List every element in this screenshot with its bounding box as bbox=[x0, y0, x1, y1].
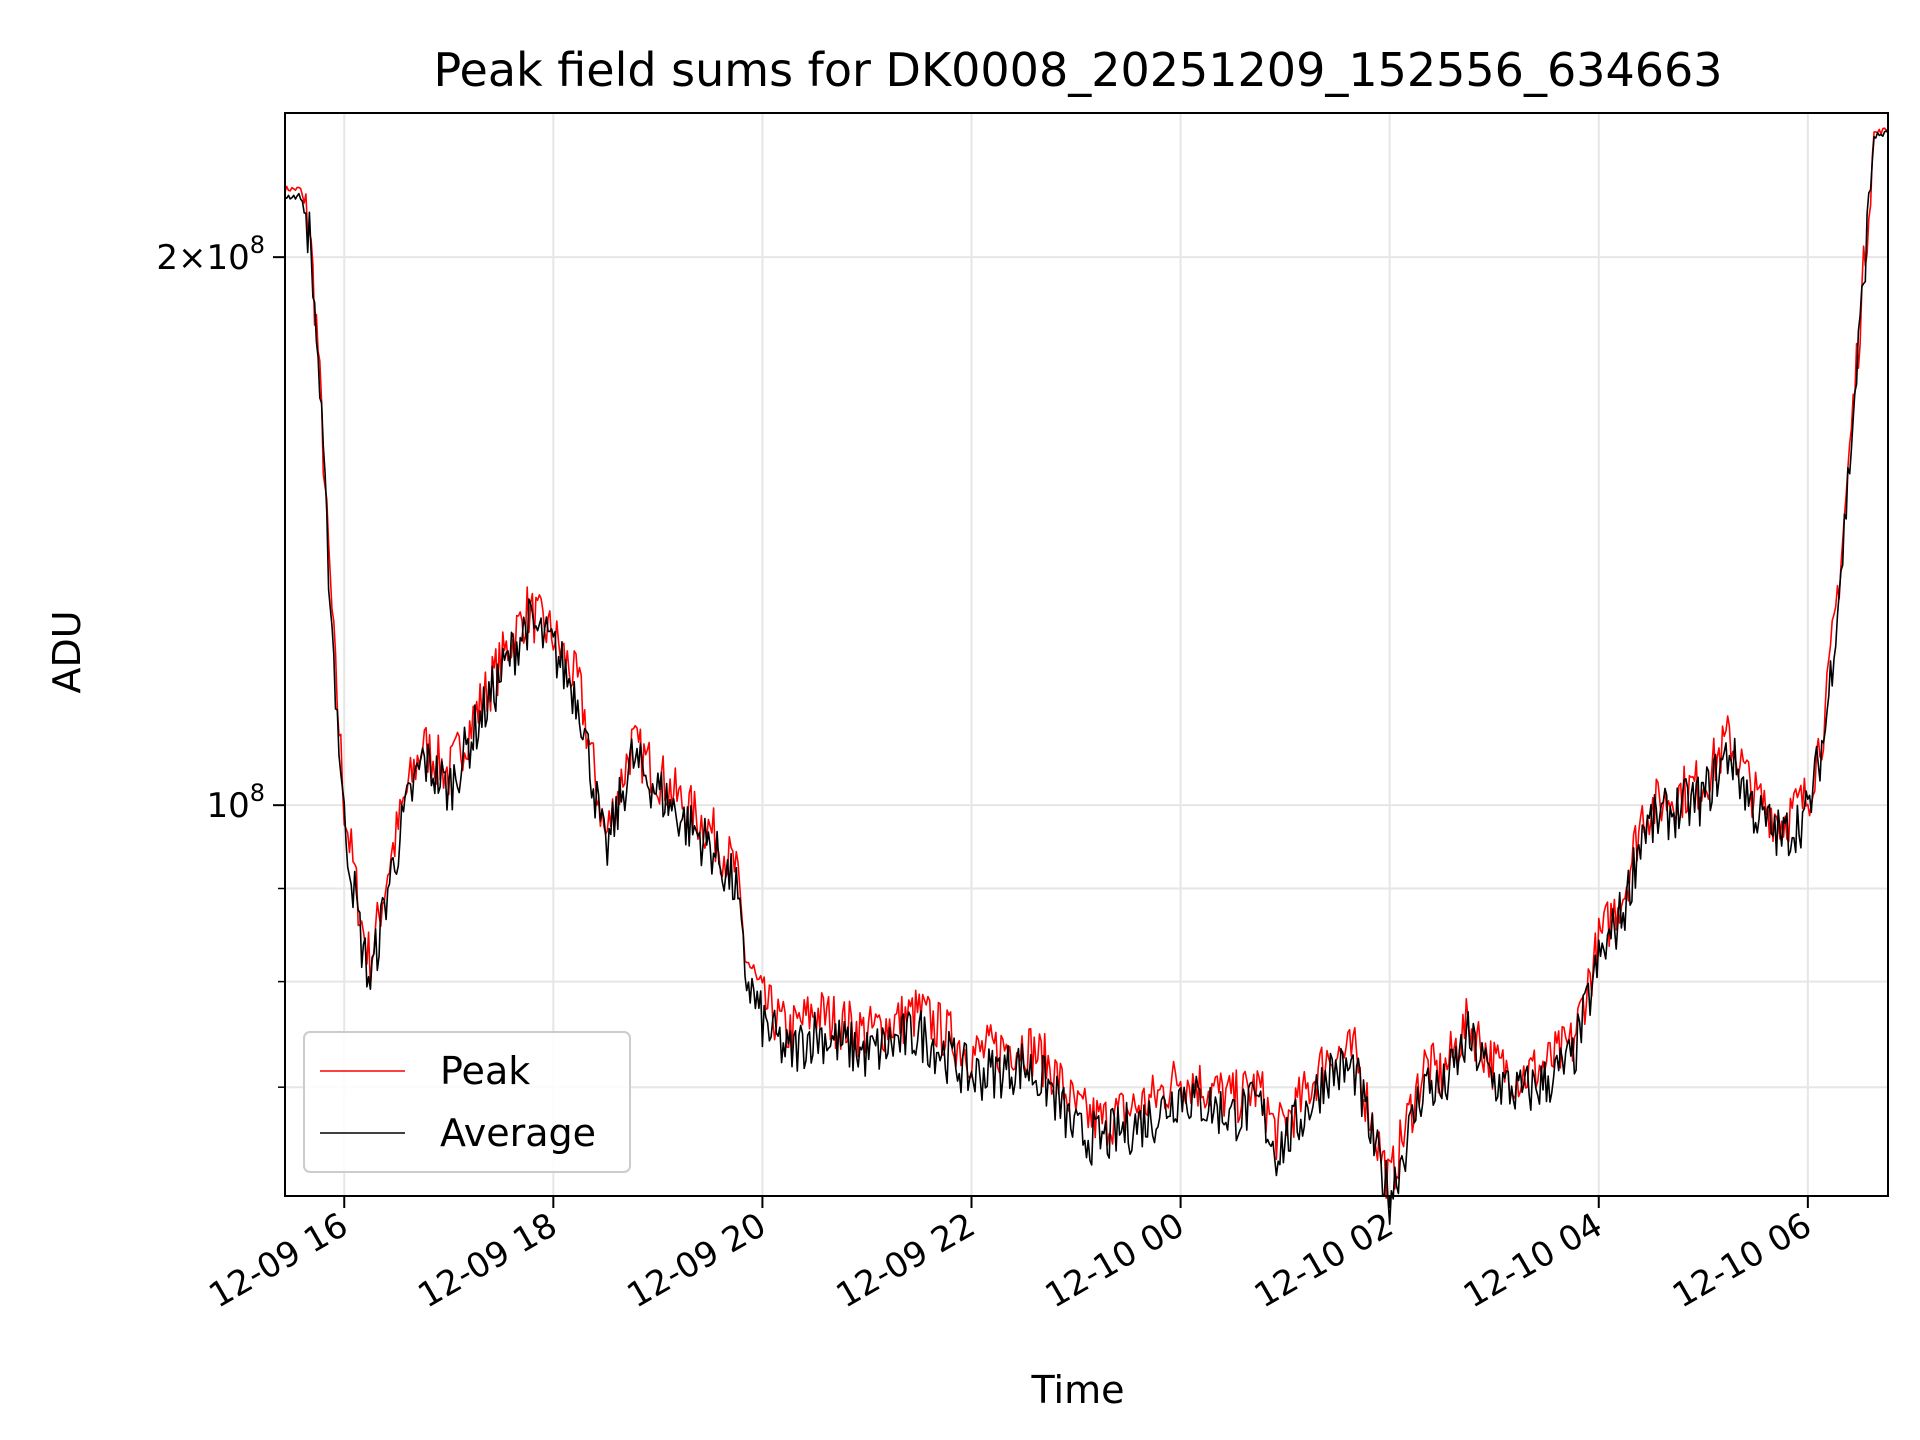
series-line-average bbox=[284, 130, 1889, 1225]
legend-label-peak: Peak bbox=[440, 1049, 530, 1093]
y-tick-base: 10 bbox=[206, 786, 249, 826]
plot-frame bbox=[284, 112, 1889, 1197]
series-lines bbox=[284, 127, 1889, 1225]
y-tick-label: 2×108 bbox=[156, 231, 265, 278]
y-tick-label: 108 bbox=[206, 779, 265, 826]
x-axis-label: Time bbox=[1031, 1368, 1125, 1412]
legend-label-average: Average bbox=[440, 1111, 596, 1155]
chart-title: Peak field sums for DK0008_20251209_1525… bbox=[433, 43, 1722, 97]
y-tick-exponent: 8 bbox=[250, 779, 265, 807]
y-tick-exponent: 8 bbox=[250, 231, 265, 259]
y-tick-times: × bbox=[178, 238, 207, 278]
legend: Peak Average bbox=[303, 1031, 631, 1173]
y-tick-base: 10 bbox=[206, 238, 249, 278]
y-tick-coef: 2 bbox=[156, 238, 178, 278]
y-axis-label: ADU bbox=[45, 610, 89, 693]
legend-frame bbox=[303, 1031, 631, 1173]
